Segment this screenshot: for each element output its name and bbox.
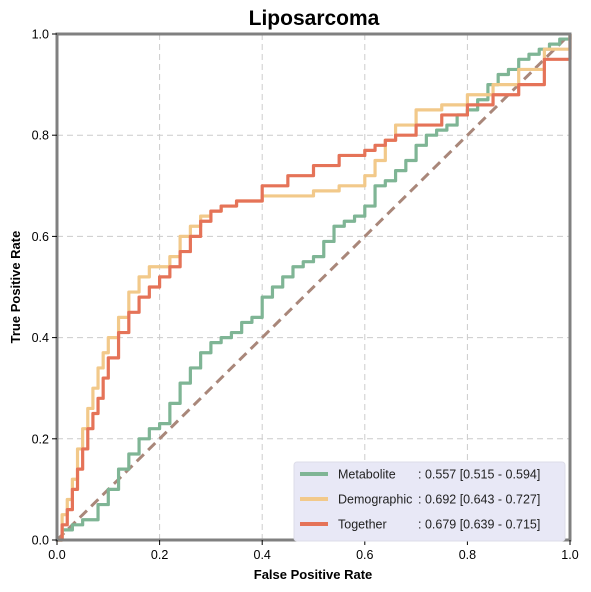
y-tick-label: 0.6 bbox=[32, 230, 49, 244]
y-tick-label: 0.8 bbox=[32, 129, 49, 143]
chart-title: Liposarcoma bbox=[249, 7, 380, 30]
y-tick-label: 1.0 bbox=[32, 28, 49, 42]
legend-series-name: Together bbox=[338, 518, 387, 532]
axis-ticks: 0.0 0.2 0.4 0.6 0.8 1.0 0.0 0.2 0.4 0.6 0.8 1.0 bbox=[32, 28, 579, 563]
legend-auc-text: : 0.679 [0.639 - 0.715] bbox=[418, 518, 540, 532]
x-tick-label: 1.0 bbox=[561, 548, 578, 562]
y-tick-label: 0.0 bbox=[32, 534, 49, 548]
legend-auc-text: : 0.692 [0.643 - 0.727] bbox=[418, 493, 540, 507]
x-tick-label: 0.6 bbox=[356, 548, 373, 562]
legend-series-name: Demographic bbox=[338, 493, 412, 507]
x-axis-label: False Positive Rate bbox=[254, 567, 373, 582]
y-tick-label: 0.2 bbox=[32, 432, 49, 446]
x-tick-label: 0.0 bbox=[48, 548, 65, 562]
series-line-together bbox=[57, 34, 572, 542]
x-tick-label: 0.4 bbox=[254, 548, 271, 562]
y-axis-label: True Positive Rate bbox=[8, 231, 23, 344]
legend-series-name: Metabolite bbox=[338, 468, 396, 482]
x-tick-label: 0.2 bbox=[151, 548, 168, 562]
series-layer bbox=[57, 34, 572, 542]
chance-diagonal-line bbox=[55, 32, 572, 542]
y-tick-label: 0.4 bbox=[32, 331, 49, 345]
legend: Metabolite : 0.557 [0.515 - 0.594] Demogra… bbox=[293, 461, 566, 542]
legend-box bbox=[293, 461, 566, 542]
x-tick-label: 0.8 bbox=[459, 548, 476, 562]
legend-auc-text: : 0.557 [0.515 - 0.594] bbox=[418, 468, 540, 482]
